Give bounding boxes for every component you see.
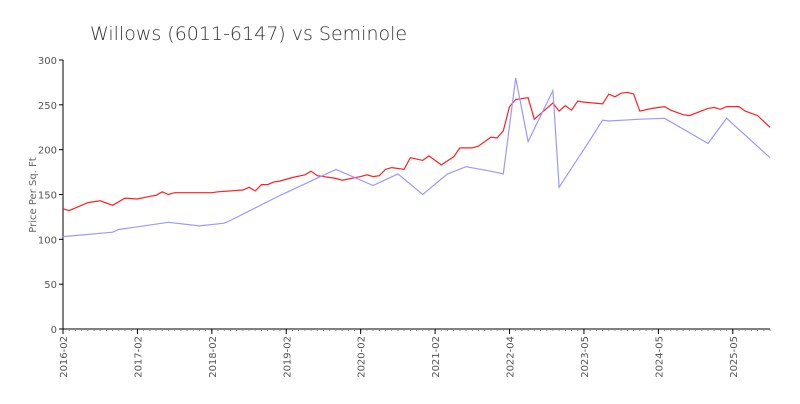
y-tick-label: 300 <box>38 56 57 67</box>
x-tick-label: 2021-02 <box>431 336 442 378</box>
series-line-2 <box>63 78 770 237</box>
x-tick-label: 2023-05 <box>580 336 591 378</box>
y-tick-label: 50 <box>44 280 57 291</box>
x-tick-label: 2022-04 <box>506 336 517 378</box>
chart-title: Willows (6011-6147) vs Seminole <box>90 23 407 45</box>
series-line-1 <box>63 92 770 210</box>
y-tick-label: 200 <box>38 146 57 157</box>
x-tick-label: 2020-02 <box>357 336 368 378</box>
x-tick-label: 2019-02 <box>282 336 293 378</box>
y-tick-label: 0 <box>51 325 57 336</box>
y-tick-label: 250 <box>38 101 57 112</box>
y-tick-label: 150 <box>38 191 57 202</box>
x-tick-label: 2016-02 <box>59 336 70 378</box>
x-tick-label: 2024-05 <box>654 336 665 378</box>
x-tick-label: 2025-05 <box>729 336 740 378</box>
axes: 0 50 100 150 200 250 300 2016-02 2017-02 2018-02 2… <box>38 56 770 378</box>
series-lines <box>63 78 770 237</box>
x-tick-label: 2018-02 <box>208 336 219 378</box>
y-tick-label: 100 <box>38 235 57 246</box>
x-tick-label: 2017-02 <box>133 336 144 378</box>
